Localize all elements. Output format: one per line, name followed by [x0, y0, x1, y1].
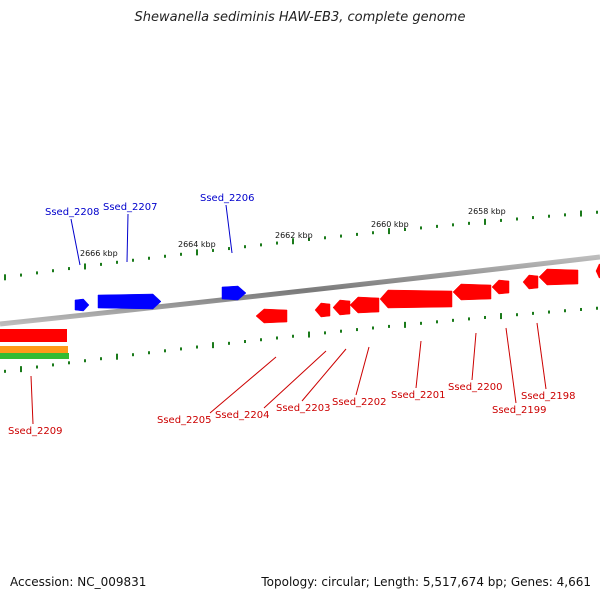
gene-label[interactable]: Ssed_2201 — [391, 390, 446, 401]
gene-label[interactable]: Ssed_2205 — [157, 415, 212, 426]
leader-line — [225, 204, 233, 254]
scale-label: 2660 kbp — [371, 220, 409, 229]
scale-label: 2658 kbp — [468, 207, 506, 216]
gene-label[interactable]: Ssed_2207 — [103, 202, 158, 213]
genome-backbone — [0, 254, 600, 327]
gene-arrow[interactable] — [314, 302, 331, 318]
leader-line — [355, 346, 370, 396]
map-title: Shewanella sediminis HAW-EB3, complete g… — [134, 10, 466, 25]
genome-summary: Topology: circular; Length: 5,517,674 bp… — [261, 575, 591, 589]
gene-arrow[interactable] — [97, 293, 162, 310]
gene-label[interactable]: Ssed_2203 — [276, 403, 331, 414]
red-track-bar — [0, 329, 67, 342]
gene-arrow[interactable] — [491, 279, 510, 295]
gene-arrow[interactable] — [538, 268, 579, 286]
leader-line — [536, 322, 547, 390]
scale-labels: 2666 kbp 2664 kbp 2662 kbp 2660 kbp 2658 kbp — [80, 207, 506, 258]
gene-label[interactable]: Ssed_2202 — [332, 397, 387, 408]
gene-arrow[interactable] — [332, 299, 351, 316]
leader-line — [30, 375, 34, 425]
gene-label[interactable]: Ssed_2198 — [521, 391, 576, 402]
gene-arrow[interactable] — [379, 289, 453, 309]
leader-line — [263, 350, 327, 409]
leader-line — [471, 332, 477, 381]
gene-arrow[interactable] — [595, 263, 600, 279]
gene-label[interactable]: Ssed_2200 — [448, 382, 503, 393]
gene-label[interactable]: Ssed_2206 — [200, 193, 255, 204]
outer-scale-ticks — [4, 210, 598, 281]
left-feature-tracks — [0, 329, 69, 359]
leader-line — [301, 348, 347, 402]
gene-arrow[interactable] — [255, 308, 288, 324]
gene-arrow[interactable] — [221, 285, 247, 301]
gene-label[interactable]: Ssed_2199 — [492, 405, 547, 416]
green-track-bar — [0, 353, 69, 359]
scale-label: 2664 kbp — [178, 240, 216, 249]
gene-arrows — [74, 263, 600, 324]
scale-label: 2662 kbp — [275, 231, 313, 240]
gene-label[interactable]: Ssed_2208 — [45, 207, 100, 218]
gene-arrow[interactable] — [522, 274, 539, 290]
scale-label: 2666 kbp — [80, 249, 118, 258]
orange-track-bar — [0, 346, 68, 353]
leader-line — [70, 218, 81, 266]
gene-label[interactable]: Ssed_2204 — [215, 410, 270, 421]
gene-arrow[interactable] — [349, 296, 380, 314]
gene-arrow[interactable] — [74, 298, 90, 312]
leader-line — [209, 356, 277, 414]
gene-labels: Ssed_2208 Ssed_2207 Ssed_2206 Ssed_2209 Ssed… — [8, 193, 576, 437]
accession-label: Accession: NC_009831 — [10, 575, 147, 589]
gene-label[interactable]: Ssed_2209 — [8, 426, 63, 437]
gene-arrow[interactable] — [452, 283, 492, 301]
inner-scale-ticks — [4, 306, 598, 373]
leader-line — [126, 213, 129, 263]
leader-line — [415, 340, 422, 389]
leader-line — [505, 327, 517, 404]
